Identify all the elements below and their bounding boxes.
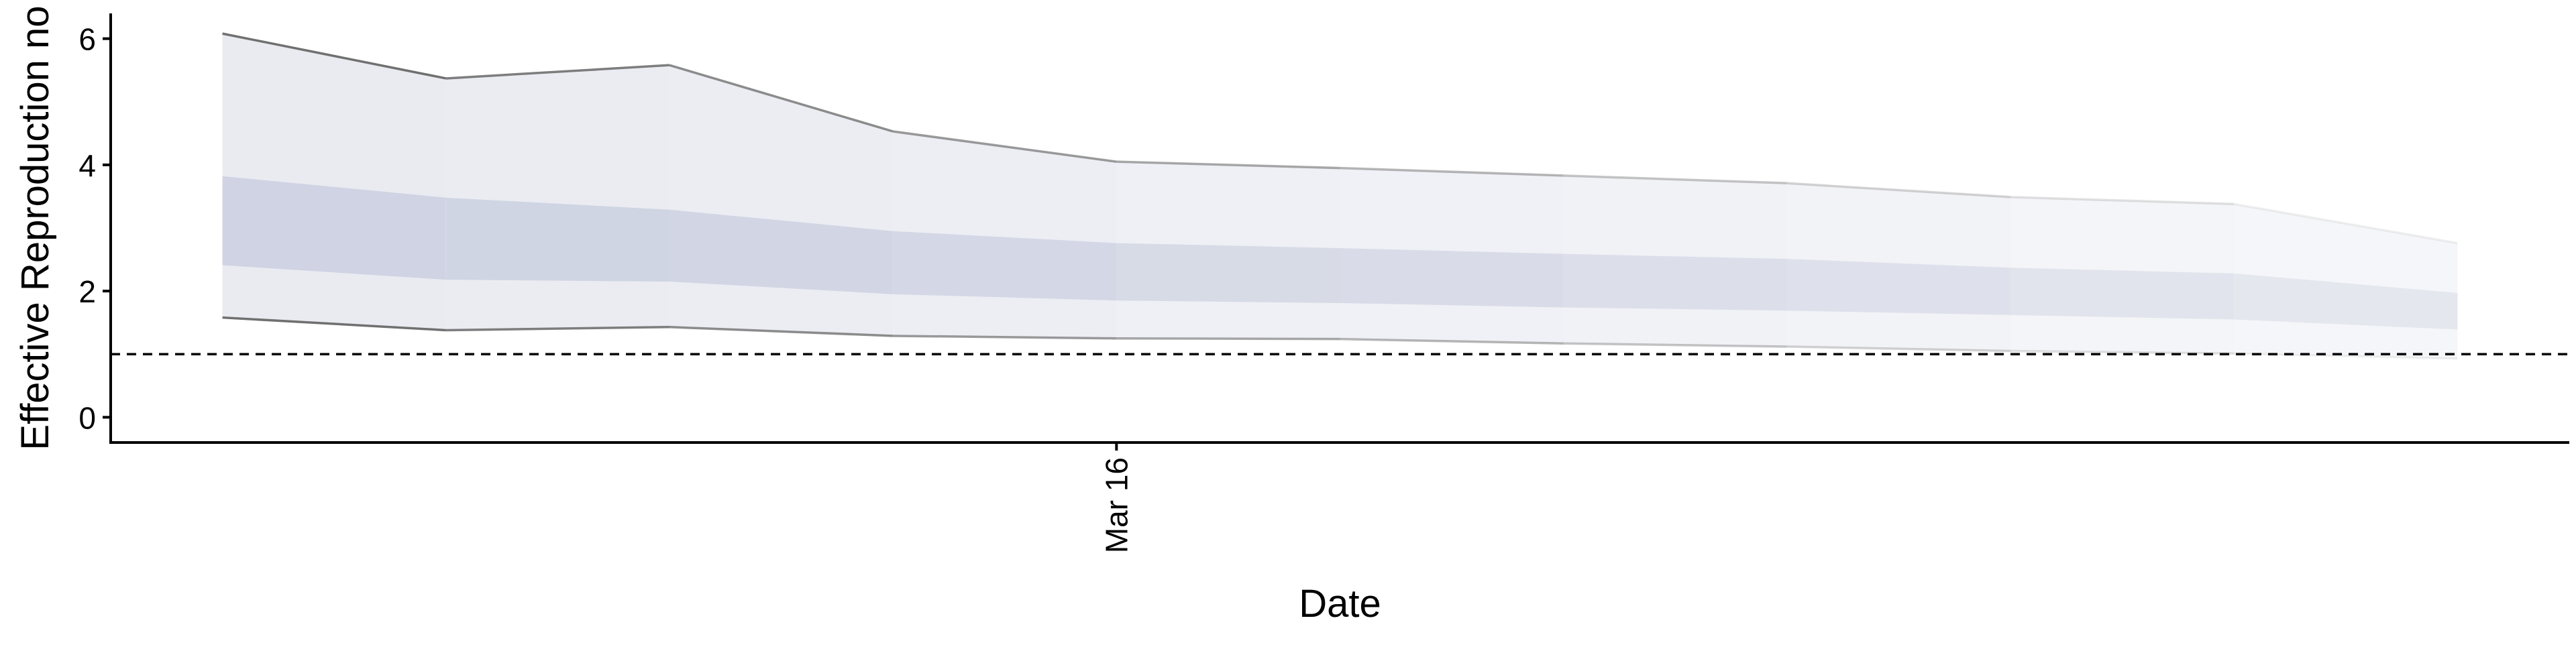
upper-bound-line-segment xyxy=(2010,196,2235,205)
lower-bound-line-segment xyxy=(1786,345,2011,353)
upper-bound-line-segment xyxy=(2233,202,2458,245)
lower-bound-line-segment xyxy=(1340,337,1564,345)
inner-band-segment xyxy=(2010,268,2235,320)
y-tick-label: 2 xyxy=(78,274,96,309)
y-tick-label: 0 xyxy=(78,400,96,435)
inner-band-segment xyxy=(669,209,894,294)
inner-band-segment xyxy=(893,231,1117,301)
y-axis-title: Effective Reproduction no xyxy=(13,5,57,450)
upper-bound-line-segment xyxy=(892,130,1117,163)
lower-bound-line-segment xyxy=(669,326,894,337)
upper-bound-line-segment xyxy=(1340,166,1564,177)
inner-band-segment xyxy=(1563,253,1787,311)
y-tick-label: 6 xyxy=(78,22,96,57)
lower-bound-line-segment xyxy=(893,335,1117,340)
inner-band-segment xyxy=(445,197,669,282)
x-axis-ticks: Mar 16 xyxy=(1099,443,1134,553)
outer-band-segment xyxy=(669,65,894,336)
upper-bound-line-segment xyxy=(1563,174,1787,184)
outer-band-segment xyxy=(445,65,669,331)
inner-band-segment xyxy=(222,176,446,280)
upper-bound-line-segment xyxy=(445,64,670,80)
y-tick-label: 4 xyxy=(78,148,96,183)
credible-interval-bands xyxy=(222,34,2458,359)
upper-bound-line-segment xyxy=(669,64,894,133)
inner-band-segment xyxy=(2234,273,2458,330)
inner-band-segment xyxy=(1116,243,1340,303)
axes: 0 2 4 6 Mar 16 xyxy=(78,13,2569,553)
upper-bound-line-segment xyxy=(1786,182,2011,198)
inner-band-segment xyxy=(1786,259,2011,315)
lower-bound-line-segment xyxy=(1563,342,1787,348)
inner-band-segment xyxy=(1340,248,1564,308)
outer-band-segment xyxy=(2010,196,2235,354)
y-axis-ticks: 0 2 4 6 xyxy=(78,22,111,435)
upper-bound-line-segment xyxy=(1116,160,1340,170)
upper-bound-line-segment xyxy=(222,32,447,80)
lower-bound-line-segment xyxy=(445,326,669,332)
lower-bound-line-segment xyxy=(222,316,446,332)
x-tick-label: Mar 16 xyxy=(1099,457,1134,553)
interval-bound-lines xyxy=(222,32,2458,360)
outer-band-segment xyxy=(2234,204,2458,359)
x-axis-title: Date xyxy=(1299,582,1381,626)
